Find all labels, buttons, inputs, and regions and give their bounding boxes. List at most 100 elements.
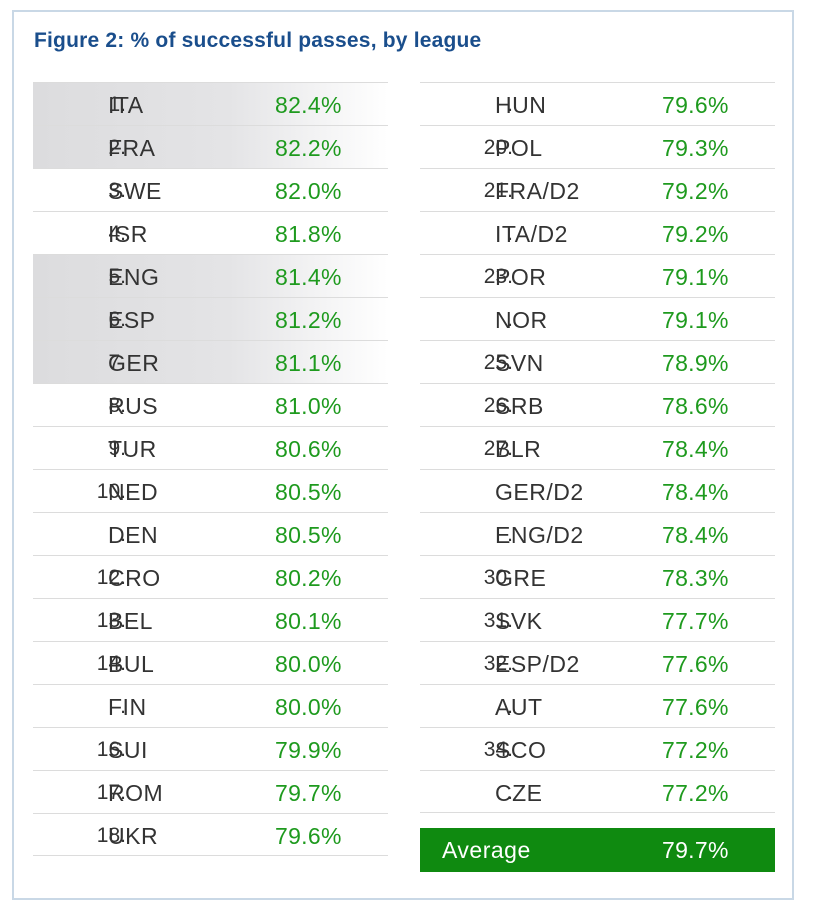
league-label: CZE — [495, 780, 543, 806]
table-row: 23. POR 79.1% — [420, 254, 775, 297]
table-row: . ITA/D2 79.2% — [420, 211, 775, 254]
table-row: 13. BEL 80.1% — [33, 598, 388, 641]
pass-percentage-value: 78.3% — [662, 565, 729, 591]
league-label: ESP — [108, 307, 156, 333]
table-row: 31. SVK 77.7% — [420, 598, 775, 641]
rank-label: 16. — [96, 738, 126, 761]
league-label: HUN — [495, 92, 547, 118]
table-row: 26. SRB 78.6% — [420, 383, 775, 426]
league-label: SCO — [495, 737, 547, 763]
pass-percentage-value: 81.4% — [275, 264, 342, 290]
league-label: BLR — [495, 436, 542, 462]
rank-label: . — [120, 695, 126, 718]
pass-percentage-value: 79.7% — [275, 780, 342, 806]
pass-percentage-value: 77.2% — [662, 737, 729, 763]
league-label: SUI — [108, 737, 148, 763]
pass-percentage-value: 78.9% — [662, 350, 729, 376]
rank-label: . — [120, 523, 126, 546]
league-label: SVN — [495, 350, 544, 376]
league-label: POR — [495, 264, 547, 290]
league-label: TUR — [108, 436, 157, 462]
table-row: 8. RUS 81.0% — [33, 383, 388, 426]
pass-percentage-value: 80.2% — [275, 565, 342, 591]
league-label: SVK — [495, 608, 543, 634]
table-row: 4. ISR 81.8% — [33, 211, 388, 254]
league-label: NOR — [495, 307, 548, 333]
table-row: 5. ENG 81.4% — [33, 254, 388, 297]
pass-percentage-value: 77.6% — [662, 694, 729, 720]
league-label: CRO — [108, 565, 161, 591]
league-label: SRB — [495, 393, 544, 419]
pass-percentage-value: 80.5% — [275, 479, 342, 505]
pass-percentage-value: 80.0% — [275, 651, 342, 677]
rank-label: 26. — [483, 394, 513, 417]
pass-percentage-value: 79.9% — [275, 737, 342, 763]
league-label: UKR — [108, 823, 159, 849]
rank-label: 17. — [96, 781, 126, 804]
pass-percentage-value: 79.6% — [275, 823, 342, 849]
table-row: 9. TUR 80.6% — [33, 426, 388, 469]
pass-percentage-value: 78.4% — [662, 436, 729, 462]
table-row: 21. FRA/D2 79.2% — [420, 168, 775, 211]
rank-label: 9. — [108, 437, 126, 460]
table-row: 2. FRA 82.2% — [33, 125, 388, 168]
table-row: . DEN 80.5% — [33, 512, 388, 555]
rank-label: 27. — [483, 437, 513, 460]
league-label: GER — [108, 350, 160, 376]
league-label: ENG — [108, 264, 160, 290]
rank-label: 25. — [483, 351, 513, 374]
table-row: 14. BUL 80.0% — [33, 641, 388, 684]
league-label: RUS — [108, 393, 159, 419]
league-label: FRA — [108, 135, 156, 161]
league-label: GER/D2 — [495, 479, 584, 505]
league-label: FRA/D2 — [495, 178, 580, 204]
table-row: 27. BLR 78.4% — [420, 426, 775, 469]
league-label: AUT — [495, 694, 543, 720]
rank-label: . — [507, 93, 513, 116]
pass-percentage-value: 78.4% — [662, 479, 729, 505]
rank-label: . — [507, 480, 513, 503]
pass-percentage-value: 81.2% — [275, 307, 342, 333]
league-label: BUL — [108, 651, 155, 677]
rank-label: . — [507, 222, 513, 245]
rank-label: 12. — [96, 566, 126, 589]
pass-percentage-value: 80.6% — [275, 436, 342, 462]
table-row: 18. UKR 79.6% — [33, 813, 388, 856]
rank-label: 23. — [483, 265, 513, 288]
pass-percentage-value: 82.2% — [275, 135, 342, 161]
rank-label: 5. — [108, 265, 126, 288]
table-row: . CZE 77.2% — [420, 770, 775, 813]
rank-label: 32. — [483, 652, 513, 675]
average-row: Average 79.7% — [420, 828, 775, 872]
rank-label: 6. — [108, 308, 126, 331]
table-row: . HUN 79.6% — [420, 82, 775, 125]
pass-percentage-value: 79.3% — [662, 135, 729, 161]
league-label: ITA/D2 — [495, 221, 568, 247]
rank-label: . — [507, 781, 513, 804]
league-label: ENG/D2 — [495, 522, 584, 548]
table-row: 16. SUI 79.9% — [33, 727, 388, 770]
rank-label: 34. — [483, 738, 513, 761]
league-label: ITA — [108, 92, 144, 118]
pass-percentage-value: 77.6% — [662, 651, 729, 677]
table-row: . GER/D2 78.4% — [420, 469, 775, 512]
rank-label: 20. — [483, 136, 513, 159]
rank-label: 4. — [108, 222, 126, 245]
chart-title: Figure 2: % of successful passes, by lea… — [34, 29, 482, 52]
table-row: 30. GRE 78.3% — [420, 555, 775, 598]
rank-label: 31. — [483, 609, 513, 632]
league-label: ROM — [108, 780, 164, 806]
rank-label: 3. — [108, 179, 126, 202]
pass-percentage-value: 78.4% — [662, 522, 729, 548]
pass-percentage-value: 80.0% — [275, 694, 342, 720]
rank-label: . — [507, 308, 513, 331]
pass-percentage-value: 81.0% — [275, 393, 342, 419]
rank-label: 13. — [96, 609, 126, 632]
average-label: Average — [442, 837, 531, 863]
pass-percentage-value: 82.4% — [275, 92, 342, 118]
table-row: . AUT 77.6% — [420, 684, 775, 727]
rank-label: 30. — [483, 566, 513, 589]
league-label: DEN — [108, 522, 159, 548]
pass-percentage-value: 79.2% — [662, 221, 729, 247]
table-row: 3. SWE 82.0% — [33, 168, 388, 211]
